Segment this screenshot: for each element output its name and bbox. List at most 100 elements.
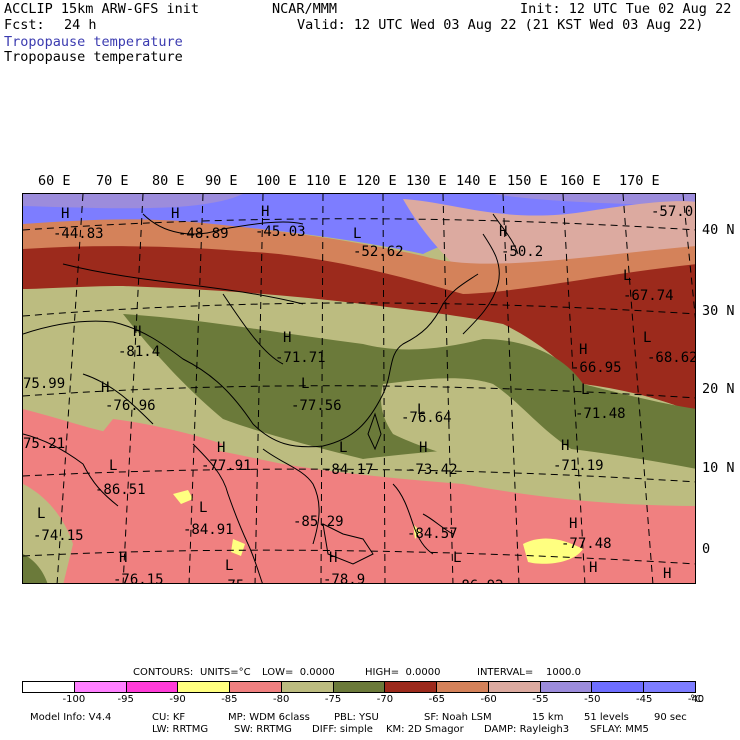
colorbar-segment	[177, 682, 230, 692]
high-marker: H	[561, 438, 569, 454]
colorbar-segment	[539, 682, 592, 692]
extremum-value: 75.99	[23, 376, 65, 392]
colorbar-label: -55	[532, 694, 549, 705]
low-marker: L	[199, 500, 207, 516]
latitude-label: 0	[702, 541, 711, 557]
high-marker: H	[283, 330, 291, 346]
extremum-value: -73.42	[407, 462, 458, 478]
extremum-value: -86.51	[95, 482, 146, 498]
colorbar-segment	[23, 682, 74, 692]
low-marker: L	[453, 550, 461, 566]
longitude-label: 90 E	[205, 173, 238, 189]
low-marker: L	[109, 458, 117, 474]
extremum-value: -81.4	[118, 344, 160, 360]
extremum-value: -67.74	[623, 288, 674, 304]
extremum-value: -76.15	[113, 572, 164, 584]
colorbar-label: -95	[117, 694, 134, 705]
footer-damp: DAMP: Rayleigh3	[484, 724, 570, 735]
extremum-value: -71.71	[275, 350, 326, 366]
footer-cu: CU: KF	[152, 712, 186, 723]
colorbar-label: -40	[687, 694, 705, 705]
longitude-label: 100 E	[256, 173, 297, 189]
longitude-label: 150 E	[507, 173, 548, 189]
extrema-labels: H -44.83 H -48.89 H -45.03 L -52.62 H -50.2 -57.0 L…	[23, 204, 696, 584]
low-marker: L	[301, 376, 309, 392]
extremum-value: -45.03	[255, 224, 306, 240]
low-marker: L	[581, 382, 589, 398]
colorbar-label: -50	[584, 694, 601, 705]
longitude-label: 170 E	[619, 173, 660, 189]
band-mauve	[23, 194, 695, 209]
colorbar-segment	[229, 682, 281, 692]
extremum-value: -52.62	[353, 244, 404, 260]
colorbar	[22, 681, 696, 693]
footer-timestep: 90 sec	[654, 712, 687, 723]
extremum-value: -84.57	[407, 526, 458, 542]
longitude-label: 60 E	[38, 173, 71, 189]
low-marker: L	[643, 330, 651, 346]
high-marker: H	[101, 380, 109, 396]
extremum-value: -85.29	[293, 514, 344, 530]
band-purple	[23, 194, 695, 254]
colorbar-segment	[643, 682, 695, 692]
high-marker: H	[663, 566, 671, 582]
band-coral-north	[93, 419, 223, 464]
colorbar-label: -65	[428, 694, 445, 705]
colorbar-segment	[591, 682, 644, 692]
extremum-value: -77.48	[561, 536, 612, 552]
field-title-secondary: Tropopause temperature	[4, 49, 183, 65]
extremum-value: -76.64	[401, 410, 452, 426]
low-marker: L	[37, 506, 45, 522]
high-marker: H	[499, 224, 507, 240]
low-marker: L	[623, 268, 631, 284]
footer-sflay: SFLAY: MM5	[590, 724, 649, 735]
organization: NCAR/MMM	[272, 1, 338, 17]
forecast-hour: 24 h	[64, 17, 97, 33]
extremum-value: -76.96	[105, 398, 156, 414]
longitude-label: 140 E	[456, 173, 497, 189]
high-marker: H	[589, 560, 597, 576]
colorbar-segment	[125, 682, 178, 692]
latitude-label: 20 N	[702, 381, 735, 397]
longitude-label: 120 E	[356, 173, 397, 189]
longitude-label: 80 E	[152, 173, 185, 189]
footer-km: KM: 2D Smagor	[386, 724, 464, 735]
extremum-value: -71.19	[553, 458, 604, 474]
colorbar-label: -75	[324, 694, 342, 705]
colorbar-segment	[384, 682, 437, 692]
extremum-value: -84.91	[183, 522, 234, 538]
footer-pbl: PBL: YSU	[334, 712, 379, 723]
longitude-label: 160 E	[560, 173, 601, 189]
contours-units: UNITS=°C	[200, 667, 251, 678]
high-marker: H	[569, 516, 577, 532]
colorbar-label: -90	[169, 694, 186, 705]
model-title: ACCLIP 15km ARW-GFS init	[4, 1, 200, 17]
footer-levels: 51 levels	[584, 712, 629, 723]
footer-sw: SW: RRTMG	[234, 724, 292, 735]
colorbar-label: -85	[221, 694, 238, 705]
longitude-label: 110 E	[306, 173, 347, 189]
extremum-value: -48.89	[178, 226, 229, 242]
contours-label: CONTOURS:	[133, 667, 194, 678]
high-marker: H	[419, 440, 427, 456]
colorbar-label: -70	[376, 694, 394, 705]
init-time: Init: 12 UTC Tue 02 Aug 22	[520, 1, 732, 17]
extremum-value: -78.9	[323, 572, 365, 584]
extremum-value: -84.17	[323, 462, 374, 478]
extremum-value: -68.62	[647, 350, 696, 366]
low-marker: L	[353, 226, 361, 242]
colorbar-label: -100	[62, 694, 86, 705]
high-marker: H	[261, 204, 269, 220]
colorbar-segment	[332, 682, 385, 692]
band-olive-sw	[23, 554, 48, 583]
colorbar-label: -80	[273, 694, 290, 705]
extremum-value: -57.0	[651, 204, 693, 220]
extremum-value: -50.2	[501, 244, 543, 260]
colorbar-label: -45	[635, 694, 653, 705]
extremum-value: 75.21	[23, 436, 65, 452]
low-marker: L	[417, 402, 425, 418]
colorbar-segment	[436, 682, 488, 692]
high-marker: H	[61, 206, 69, 222]
band-salmon	[23, 219, 695, 299]
valid-time: Valid: 12 UTC Wed 03 Aug 22 (21 KST Wed …	[297, 17, 704, 33]
